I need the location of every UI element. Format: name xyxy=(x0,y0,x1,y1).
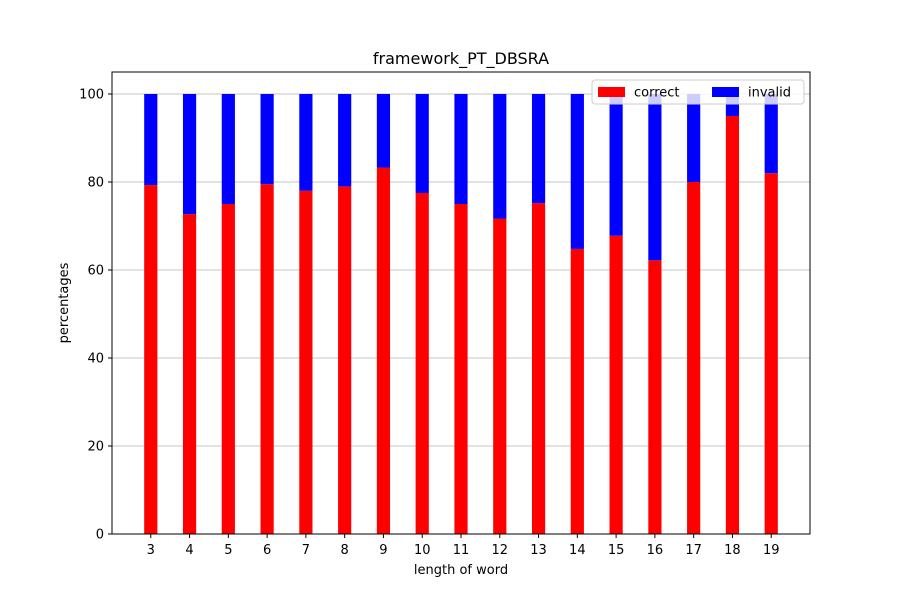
bar-invalid xyxy=(493,94,507,219)
bar-invalid xyxy=(221,94,235,204)
bar-correct xyxy=(764,173,778,534)
x-tick-label: 13 xyxy=(530,543,547,558)
bar-invalid xyxy=(376,94,391,168)
y-tick-label: 20 xyxy=(87,440,104,455)
bar-invalid xyxy=(415,94,429,193)
bars xyxy=(144,94,778,535)
y-tick-label: 0 xyxy=(96,528,104,543)
legend-swatch-correct xyxy=(598,87,625,97)
x-tick-label: 16 xyxy=(647,543,664,558)
bar-correct xyxy=(299,190,313,535)
bar-correct xyxy=(338,186,352,534)
bar-correct xyxy=(415,193,429,534)
bar-correct xyxy=(221,204,235,534)
bar-correct xyxy=(182,214,197,534)
bar-invalid xyxy=(454,94,468,204)
x-tick-label: 14 xyxy=(569,543,586,558)
x-tick-label: 10 xyxy=(414,543,431,558)
bar-correct xyxy=(648,260,662,534)
x-tick-label: 11 xyxy=(453,543,470,558)
bar-invalid xyxy=(570,94,584,249)
legend-label-correct: correct xyxy=(634,86,680,101)
chart-title: framework_PT_DBSRA xyxy=(373,49,549,69)
x-tick-label: 4 xyxy=(185,543,193,558)
bar-correct xyxy=(493,218,507,534)
bar-correct xyxy=(260,184,274,534)
bar-invalid xyxy=(764,94,778,174)
bar-invalid xyxy=(609,94,623,236)
bar-correct xyxy=(725,116,740,534)
y-tick-label: 60 xyxy=(87,264,104,279)
bar-invalid xyxy=(531,94,546,204)
bar-correct xyxy=(687,182,701,534)
bar-correct xyxy=(609,235,623,534)
x-tick-label: 7 xyxy=(302,543,310,558)
bar-invalid xyxy=(260,94,274,185)
y-tick-label: 80 xyxy=(87,176,104,191)
bar-correct xyxy=(376,167,391,535)
bar-invalid xyxy=(182,94,197,215)
bar-invalid xyxy=(299,94,313,191)
x-tick-label: 3 xyxy=(147,543,155,558)
bar-correct xyxy=(144,185,158,534)
legend-box xyxy=(591,79,805,105)
x-tick-label: 19 xyxy=(763,543,780,558)
x-axis-ticks: 3 4 5 6 7 8 9 10 11 12 13 14 15 16 17 18 19 xyxy=(147,534,780,558)
y-axis-ticks: 0 20 40 60 80 100 xyxy=(79,88,112,543)
x-tick-label: 17 xyxy=(685,543,702,558)
x-tick-label: 15 xyxy=(608,543,625,558)
x-tick-label: 12 xyxy=(492,543,509,558)
bar-invalid xyxy=(648,94,662,261)
x-tick-label: 18 xyxy=(724,543,741,558)
x-tick-label: 8 xyxy=(341,543,349,558)
bar-correct xyxy=(454,204,468,534)
x-tick-label: 6 xyxy=(263,543,271,558)
x-tick-label: 9 xyxy=(379,543,387,558)
bar-correct xyxy=(570,248,584,534)
bar-invalid xyxy=(144,94,158,186)
bar-correct xyxy=(531,203,546,534)
legend-swatch-invalid xyxy=(712,87,739,97)
legend-label-invalid: invalid xyxy=(748,86,791,101)
x-axis-title: length of word xyxy=(414,563,508,578)
y-tick-label: 100 xyxy=(79,88,104,103)
legend: correct invalid xyxy=(591,79,805,105)
x-tick-label: 5 xyxy=(224,543,232,558)
bar-invalid xyxy=(687,94,701,182)
y-axis-title: percentages xyxy=(57,262,72,343)
y-tick-label: 40 xyxy=(87,352,104,367)
bar-invalid xyxy=(338,94,352,187)
